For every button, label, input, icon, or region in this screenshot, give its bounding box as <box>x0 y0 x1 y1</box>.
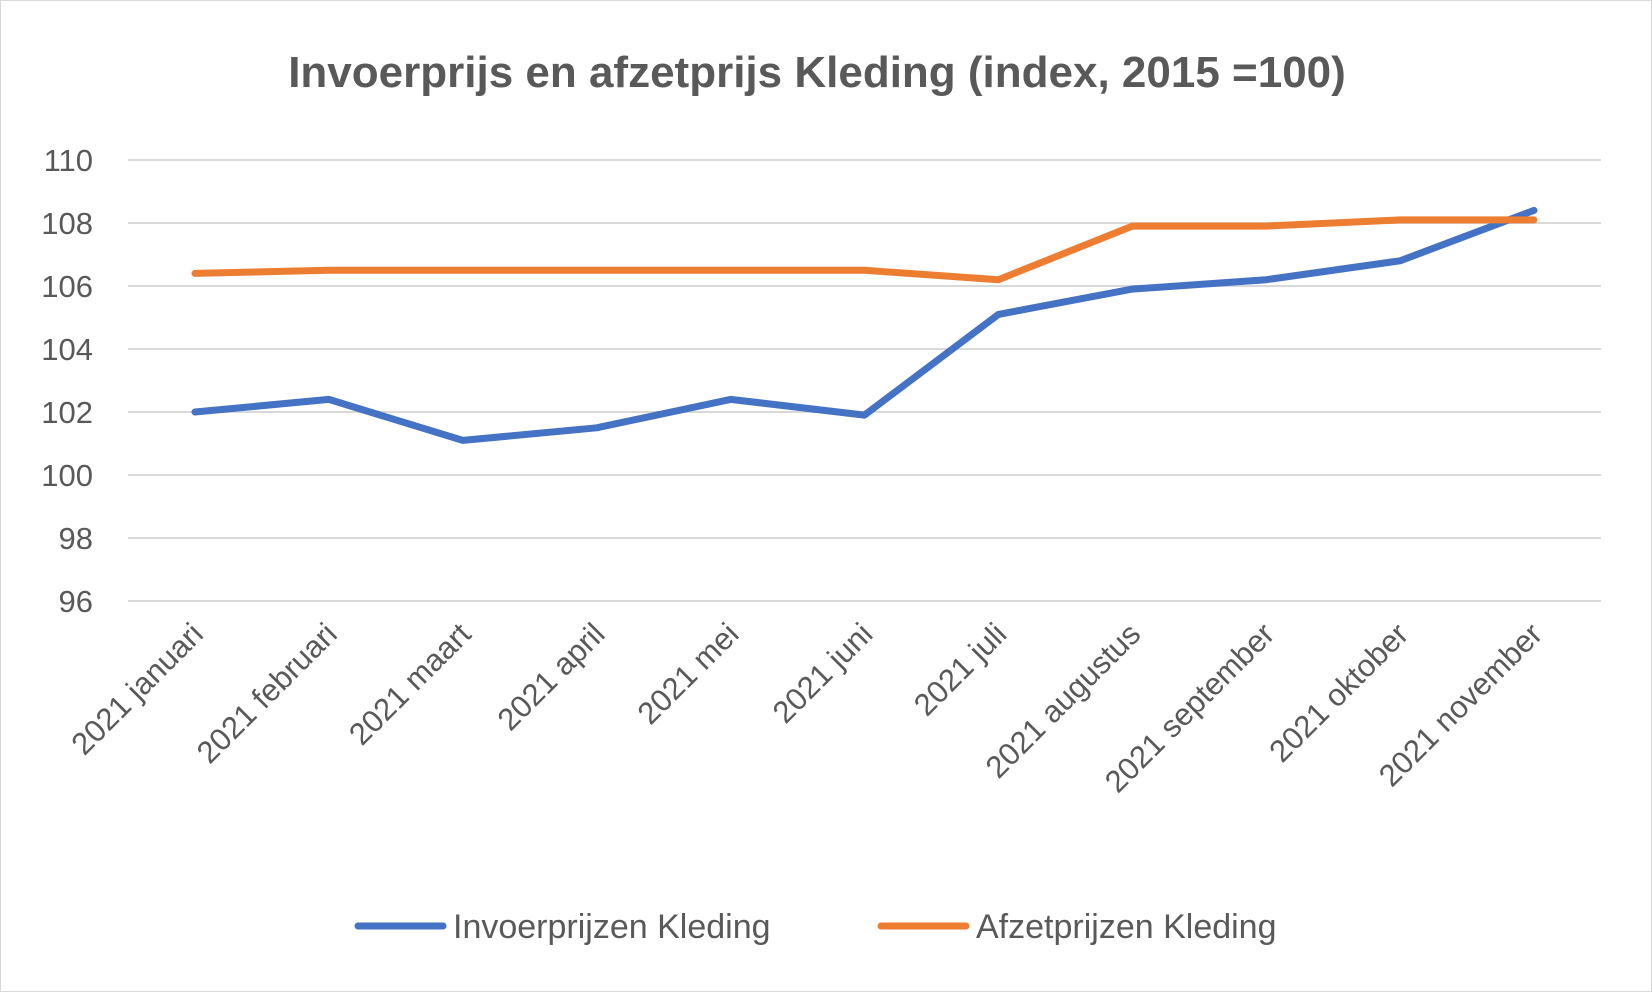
x-tick-label: 2021 juni <box>766 616 880 730</box>
legend-label-1: Invoerprijzen Kleding <box>453 908 771 946</box>
series-line-1 <box>191 206 1538 444</box>
series-line-2 <box>191 216 1538 284</box>
x-tick-label: 2021 januari <box>64 616 209 761</box>
y-tick-label: 98 <box>59 521 93 556</box>
x-tick-label: 2021 juli <box>907 616 1013 722</box>
y-tick-label: 102 <box>41 395 93 430</box>
y-tick-label: 106 <box>41 269 93 304</box>
legend: Invoerprijzen Kleding Afzetprijzen Kledin… <box>354 908 1277 946</box>
legend-label-2: Afzetprijzen Kleding <box>976 908 1277 946</box>
y-tick-label: 110 <box>44 143 93 178</box>
y-tick-label: 104 <box>41 332 93 367</box>
x-tick-label: 2021 oktober <box>1262 616 1415 769</box>
x-tick-label: 2021 april <box>491 616 612 737</box>
x-tick-label: 2021 mei <box>631 616 746 731</box>
y-tick-label: 96 <box>59 584 93 619</box>
x-tick-label: 2021 maart <box>342 616 478 752</box>
chart-title: Invoerprijs en afzetprijs Kleding (index… <box>288 48 1346 97</box>
y-axis-ticks: 96 98 100 102 104 106 108 110 <box>41 143 93 619</box>
x-tick-label: 2021 februari <box>190 616 344 770</box>
gridlines <box>128 159 1601 602</box>
y-tick-label: 108 <box>41 206 93 241</box>
y-tick-label: 100 <box>41 458 93 493</box>
series-lines <box>191 206 1538 444</box>
